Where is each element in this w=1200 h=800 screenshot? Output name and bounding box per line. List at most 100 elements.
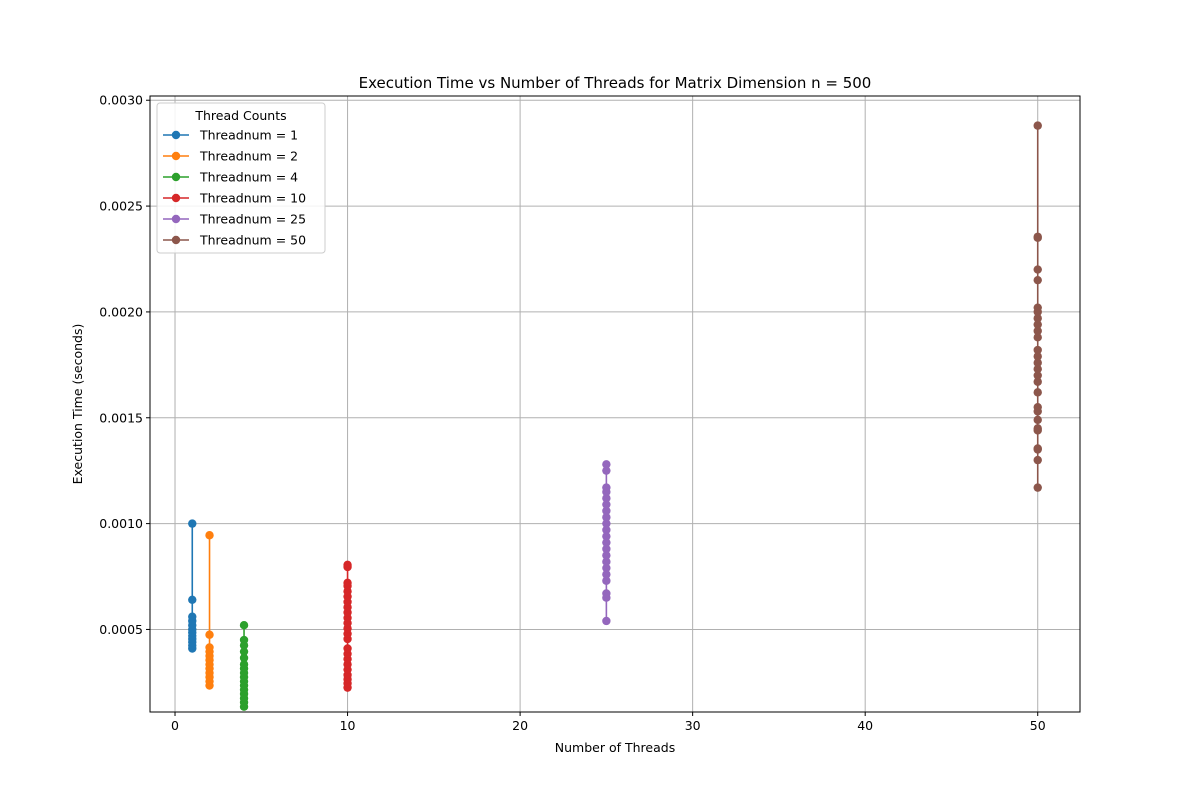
series-10-threads — [343, 560, 352, 692]
data-point — [1033, 371, 1042, 380]
data-point — [602, 525, 611, 535]
data-point — [602, 466, 611, 475]
series-2-threads — [205, 531, 214, 690]
legend-marker-swatch — [171, 235, 181, 245]
data-point — [343, 560, 352, 570]
data-point — [239, 660, 249, 669]
data-point — [1033, 415, 1042, 425]
legend: Thread Counts Threadnum = 1 Threadnum = 2… — [156, 102, 326, 254]
legend-marker-swatch — [171, 130, 181, 140]
legend-entry: Threadnum = 25 — [163, 212, 306, 227]
data-point — [239, 621, 249, 630]
data-point — [1033, 314, 1042, 323]
data-point — [602, 538, 611, 547]
data-point — [602, 544, 611, 554]
data-point — [343, 644, 352, 653]
data-point — [205, 643, 214, 652]
legend-marker-swatch — [171, 151, 181, 161]
y-axis: 0.0005 0.0010 0.0015 0.0020 0.0025 0.0030 — [99, 93, 150, 637]
legend-label: Threadnum = 10 — [199, 191, 306, 206]
data-point — [205, 531, 214, 540]
data-point — [188, 612, 197, 621]
legend-label: Threadnum = 4 — [199, 170, 298, 185]
data-point — [1033, 377, 1042, 386]
data-point — [602, 483, 611, 492]
legend-marker-swatch — [171, 172, 181, 182]
legend-entry: Threadnum = 2 — [163, 149, 298, 164]
data-point — [1033, 345, 1042, 355]
legend-marker-swatch — [171, 193, 181, 203]
data-point — [602, 616, 611, 626]
data-point — [239, 635, 249, 645]
data-point — [188, 595, 197, 605]
data-point — [1033, 326, 1042, 336]
x-axis: 0 10 20 30 40 50 — [171, 712, 1046, 733]
legend-label: Threadnum = 1 — [199, 128, 298, 143]
data-point — [1033, 444, 1042, 453]
data-point — [602, 570, 611, 579]
data-point — [602, 513, 611, 522]
x-tick-label: 50 — [1030, 718, 1046, 733]
data-point — [188, 519, 197, 528]
legend-label: Threadnum = 25 — [199, 212, 306, 227]
data-point — [1033, 402, 1042, 412]
series-layer — [188, 121, 1042, 711]
y-tick-label: 0.0025 — [99, 199, 143, 214]
x-tick-label: 20 — [512, 718, 528, 733]
data-point — [1033, 424, 1042, 433]
y-axis-label: Execution Time (seconds) — [70, 324, 85, 485]
data-point — [239, 647, 249, 656]
data-point — [602, 532, 611, 541]
data-point — [1033, 320, 1042, 329]
chart-title: Execution Time vs Number of Threads for … — [359, 74, 872, 92]
data-point — [602, 563, 611, 573]
data-point — [602, 506, 611, 516]
data-point — [1033, 455, 1042, 465]
data-point — [1033, 121, 1042, 130]
x-tick-label: 10 — [340, 718, 356, 733]
data-point — [602, 519, 611, 528]
legend-entry: Threadnum = 1 — [163, 128, 298, 143]
data-point — [602, 551, 611, 560]
legend-title: Thread Counts — [194, 108, 286, 123]
y-tick-label: 0.0005 — [99, 622, 143, 637]
data-point — [1033, 265, 1042, 274]
series-4-threads — [239, 621, 249, 711]
data-point — [239, 653, 249, 663]
data-point — [602, 589, 611, 598]
legend-label: Threadnum = 50 — [199, 233, 306, 248]
legend-entry: Threadnum = 4 — [163, 170, 298, 185]
legend-entry: Threadnum = 50 — [163, 233, 306, 248]
grid — [150, 96, 1080, 712]
series-25-threads — [602, 460, 611, 626]
data-point — [1033, 232, 1042, 241]
series-50-threads — [1033, 121, 1042, 492]
legend-label: Threadnum = 2 — [199, 149, 298, 164]
y-tick-label: 0.0010 — [99, 516, 143, 531]
x-axis-label: Number of Threads — [555, 740, 675, 755]
legend-marker-swatch — [171, 214, 181, 224]
data-point — [1033, 364, 1042, 374]
data-point — [1033, 358, 1042, 367]
data-point — [602, 460, 611, 469]
x-tick-label: 0 — [171, 718, 179, 733]
x-tick-label: 40 — [857, 718, 873, 733]
data-point — [1033, 352, 1042, 361]
data-point — [1033, 483, 1042, 492]
y-tick-label: 0.0030 — [99, 93, 143, 108]
data-point — [602, 576, 611, 585]
data-point — [1033, 333, 1042, 342]
y-tick-label: 0.0015 — [99, 410, 143, 425]
data-point — [602, 500, 611, 509]
legend-entry: Threadnum = 10 — [163, 191, 306, 206]
data-point — [602, 557, 611, 566]
data-point — [1033, 303, 1042, 312]
data-point — [205, 630, 214, 639]
series-1-threads — [188, 519, 197, 653]
legend-box — [156, 102, 326, 254]
y-tick-label: 0.0020 — [99, 304, 143, 319]
plot-frame — [149, 95, 1081, 713]
data-point — [1033, 275, 1042, 285]
data-point — [602, 493, 611, 503]
